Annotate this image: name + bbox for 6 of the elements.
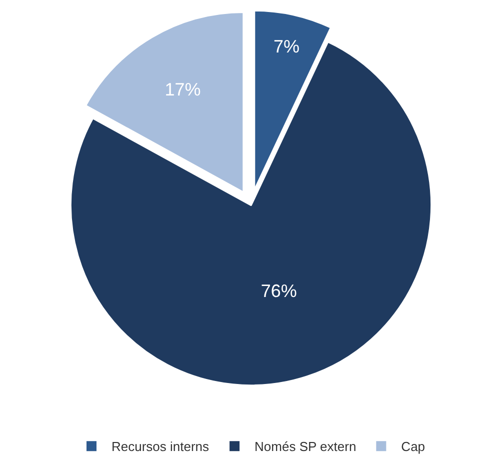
data-label: 7%: [273, 36, 300, 56]
data-label: 76%: [260, 280, 297, 301]
legend-label: Cap: [401, 439, 426, 454]
legend-label: Recursos interns: [112, 439, 210, 454]
legend-label: Només SP extern: [254, 439, 356, 454]
data-label: 17%: [164, 80, 201, 100]
